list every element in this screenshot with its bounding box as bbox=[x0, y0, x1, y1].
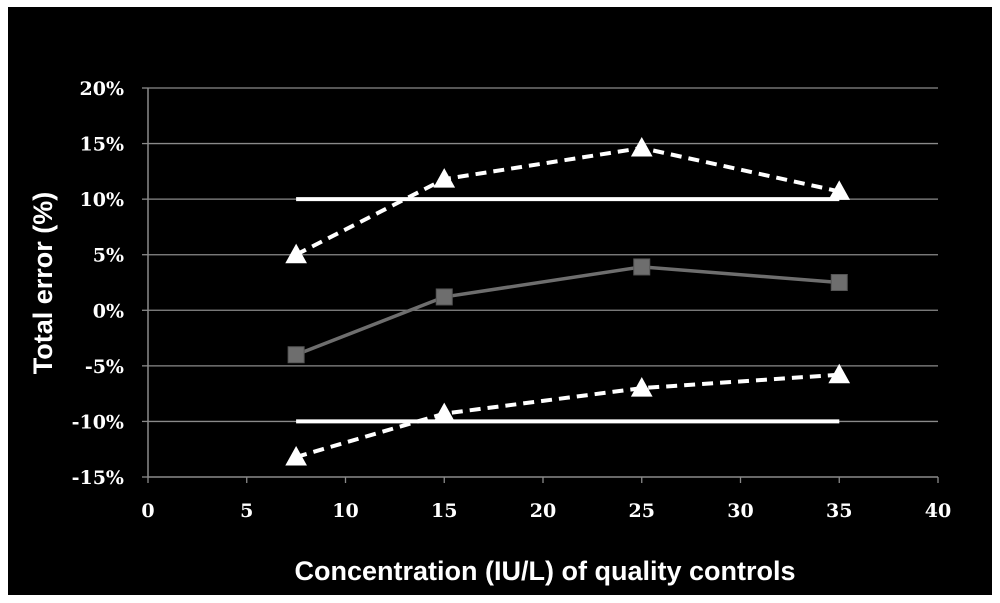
series-line bbox=[295, 372, 840, 459]
y-tick-label: -5% bbox=[85, 356, 124, 378]
y-tick-label: 5% bbox=[93, 245, 124, 267]
square-marker bbox=[287, 346, 305, 364]
x-tick-label: 25 bbox=[629, 500, 655, 522]
x-tick-label: 35 bbox=[826, 500, 852, 522]
x-axis-title: Concentration (IU/L) of quality controls bbox=[295, 556, 796, 586]
series-line bbox=[295, 265, 840, 357]
triangle-marker bbox=[828, 363, 851, 384]
x-tick-label: 0 bbox=[141, 500, 154, 522]
x-tick-label: 10 bbox=[332, 500, 358, 522]
y-tick-label: 0% bbox=[93, 300, 124, 322]
y-axis-title: Total error (%) bbox=[28, 192, 58, 375]
y-tick-label: -10% bbox=[72, 411, 124, 433]
tick-labels: -15% -10% -5% 0% 5% 10% 15% 20% 0 5 10 15 20 25 30 35 40 bbox=[72, 78, 952, 522]
y-tick-label: 20% bbox=[80, 78, 125, 100]
series bbox=[285, 136, 851, 466]
x-tick-label: 30 bbox=[727, 500, 753, 522]
triangle-marker bbox=[433, 168, 456, 188]
triangle-marker bbox=[285, 243, 307, 264]
x-tick-label: 15 bbox=[431, 500, 457, 522]
square-marker bbox=[830, 274, 848, 291]
triangle-marker bbox=[630, 377, 653, 397]
x-tick-label: 40 bbox=[925, 500, 951, 522]
chart-background bbox=[8, 7, 992, 595]
gridlines bbox=[148, 87, 938, 423]
axes bbox=[142, 87, 939, 483]
y-tick-label: 10% bbox=[80, 189, 125, 211]
triangle-marker bbox=[433, 402, 456, 423]
square-marker bbox=[435, 288, 453, 306]
triangle-marker bbox=[285, 445, 307, 466]
y-tick-label: -15% bbox=[72, 467, 124, 489]
x-tick-label: 5 bbox=[240, 500, 253, 522]
y-tick-label: 15% bbox=[80, 134, 125, 156]
square-marker bbox=[633, 258, 651, 276]
triangle-marker bbox=[630, 136, 653, 157]
series-line bbox=[295, 145, 840, 257]
x-tick-label: 20 bbox=[530, 500, 556, 522]
